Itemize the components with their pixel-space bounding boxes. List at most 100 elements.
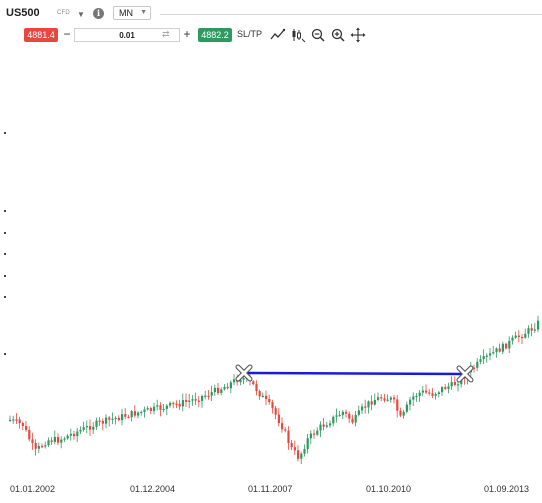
candle-body [175,403,178,405]
candle-body [130,411,133,418]
candle-body [108,417,111,420]
candle-body [284,429,287,431]
candle-body [485,355,488,357]
symbol-name[interactable]: US500 [6,7,40,19]
sell-button[interactable]: 4881.4 [24,28,58,42]
buy-button[interactable]: 4882.2 [198,28,232,42]
candle-body [50,440,53,442]
candle-body [306,438,309,450]
move-icon[interactable] [350,27,366,43]
candle-body [60,439,63,443]
volume-input[interactable] [74,28,180,42]
increase-volume-button[interactable]: + [183,27,191,41]
candle-body [457,384,460,386]
candle-body [268,398,271,403]
candle-body [140,411,143,414]
candle-body [92,426,95,430]
candle-body [169,402,172,406]
swap-icon[interactable]: ⇄ [162,29,170,39]
candle-body [66,435,69,439]
candle-body [521,336,524,339]
drawn-horizontal-line[interactable] [235,364,474,383]
candle-body [117,417,120,421]
candle-body [505,343,508,349]
candle-body [527,328,530,334]
candle-body [220,389,223,394]
candle-body [412,396,415,400]
candle-body [479,359,482,362]
candle-body [303,449,306,454]
candle-body [537,320,540,330]
candle-body [252,381,255,385]
candle-body [143,409,146,412]
candle-body [399,410,402,416]
candle-body [178,403,181,407]
candle-body [44,445,47,447]
candle-body [293,447,296,451]
trendline-icon[interactable] [270,27,286,43]
candle-body [508,340,511,349]
candle-body [146,408,149,410]
candle-body [98,420,101,422]
candle-body [95,420,98,427]
candle-body [447,386,450,389]
decrease-volume-button[interactable]: − [63,27,71,41]
candle-body [127,416,130,419]
candle-body [76,431,79,437]
candle-body [47,440,50,446]
candle-body [165,405,168,409]
chevron-down-icon: ▼ [140,9,147,16]
candle-body [226,386,229,389]
candle-body [53,437,56,442]
candle-body [524,333,527,338]
candle-body [405,404,408,412]
candle-body [213,387,216,393]
candle-body [329,423,332,426]
candle-body [233,379,236,383]
zoom-in-icon[interactable] [330,27,346,43]
candle-body [389,397,392,400]
candle-body [274,408,277,415]
candle-body [194,399,197,401]
candle-body [377,397,380,400]
timeframe-select[interactable]: MN ▼ [113,6,151,20]
candle-body [361,406,364,411]
candle-body [57,437,60,443]
candle-body [181,400,184,407]
candle-body [322,424,325,427]
candle-body [418,392,421,396]
line-endpoint-handle [235,364,253,382]
candle-body [105,417,108,424]
candle-body [409,399,412,405]
candle-body [373,399,376,405]
candle-body [137,412,140,416]
candle-body [15,419,18,421]
candle-body [121,414,124,421]
candle-body [133,411,136,416]
timeframe-value: MN [119,8,133,18]
candle-body [34,443,37,449]
candle-body [242,378,245,380]
candle-body [159,405,162,410]
sltp-button[interactable]: SL/TP [237,29,263,39]
candle-body [210,392,213,396]
candle-body [415,395,418,398]
candle-body [37,446,40,449]
candle-body [82,427,85,430]
chevron-down-icon[interactable]: ▼ [77,10,85,19]
candle-body [255,384,258,392]
symbol-type-label: CFD [57,10,70,16]
candle-body [313,433,316,435]
candle-body [332,416,335,424]
candle-body [63,438,66,440]
candle-body [79,429,82,432]
zoom-out-icon[interactable] [310,27,326,43]
candle-body [124,414,127,417]
candle-body [495,348,498,353]
indicators-icon[interactable] [290,27,306,43]
candle-body [517,335,520,337]
info-icon[interactable]: i [93,8,104,19]
candle-body [380,397,383,399]
candle-body [501,343,504,352]
